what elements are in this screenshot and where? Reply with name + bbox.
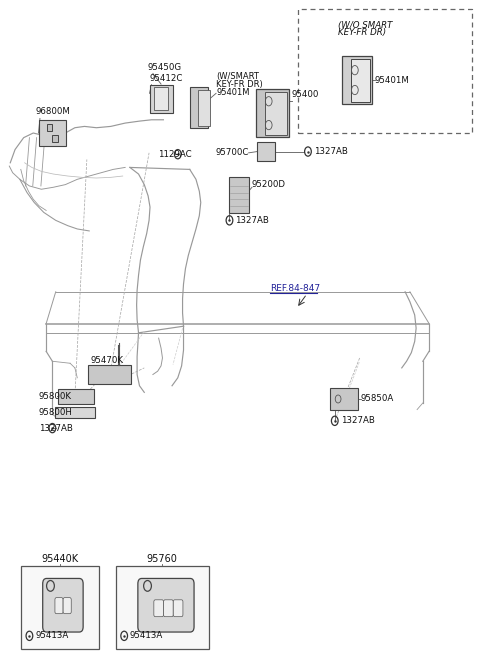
Text: 1327AB: 1327AB — [235, 216, 269, 225]
Bar — [190, 88, 208, 129]
FancyBboxPatch shape — [63, 597, 71, 614]
Text: 95401M: 95401M — [375, 76, 410, 85]
Bar — [55, 407, 95, 418]
Text: 1327AB: 1327AB — [341, 416, 375, 426]
Text: 95800H: 95800H — [39, 408, 73, 417]
FancyBboxPatch shape — [55, 597, 63, 614]
Bar — [88, 365, 132, 385]
Bar — [155, 87, 168, 110]
Text: 95413A: 95413A — [35, 631, 69, 640]
Text: KEY-FR DR): KEY-FR DR) — [216, 80, 263, 90]
Bar — [150, 85, 172, 113]
Text: 95700C: 95700C — [215, 149, 249, 157]
Bar — [52, 135, 58, 142]
Bar — [351, 58, 370, 101]
Text: 95440K: 95440K — [41, 554, 78, 564]
Bar — [256, 90, 289, 137]
Text: 95850A: 95850A — [360, 394, 394, 404]
Text: REF.84-847: REF.84-847 — [270, 284, 320, 293]
Bar — [229, 177, 249, 213]
Bar — [47, 125, 52, 131]
Text: (W/O SMART: (W/O SMART — [338, 21, 393, 30]
Text: 95200D: 95200D — [252, 180, 286, 189]
Text: 95413A: 95413A — [130, 631, 163, 640]
Text: KEY-FR DR): KEY-FR DR) — [338, 29, 386, 38]
Bar — [59, 389, 94, 404]
FancyBboxPatch shape — [173, 600, 183, 617]
Text: 1327AB: 1327AB — [314, 147, 348, 156]
FancyBboxPatch shape — [154, 600, 164, 617]
Text: 95401M: 95401M — [216, 88, 250, 97]
Text: 95800K: 95800K — [39, 392, 72, 401]
Bar — [38, 120, 66, 147]
Text: 95470K: 95470K — [91, 355, 124, 365]
Bar — [342, 56, 372, 104]
Bar — [299, 9, 472, 133]
Bar — [21, 566, 99, 649]
Bar — [116, 566, 209, 649]
Text: (W/SMART: (W/SMART — [216, 72, 259, 82]
FancyBboxPatch shape — [43, 578, 83, 632]
FancyBboxPatch shape — [164, 600, 173, 617]
Text: 95412C: 95412C — [149, 74, 182, 83]
Text: 95450G: 95450G — [147, 63, 181, 72]
Text: 1129AC: 1129AC — [157, 150, 192, 158]
Bar — [330, 389, 358, 410]
Text: 95760: 95760 — [147, 554, 178, 564]
FancyBboxPatch shape — [138, 578, 194, 632]
Bar — [257, 143, 276, 161]
Text: 96800M: 96800M — [35, 107, 70, 117]
Text: 1327AB: 1327AB — [39, 424, 73, 432]
Text: 95400: 95400 — [292, 90, 319, 99]
Bar — [198, 90, 210, 126]
Bar — [265, 91, 287, 135]
